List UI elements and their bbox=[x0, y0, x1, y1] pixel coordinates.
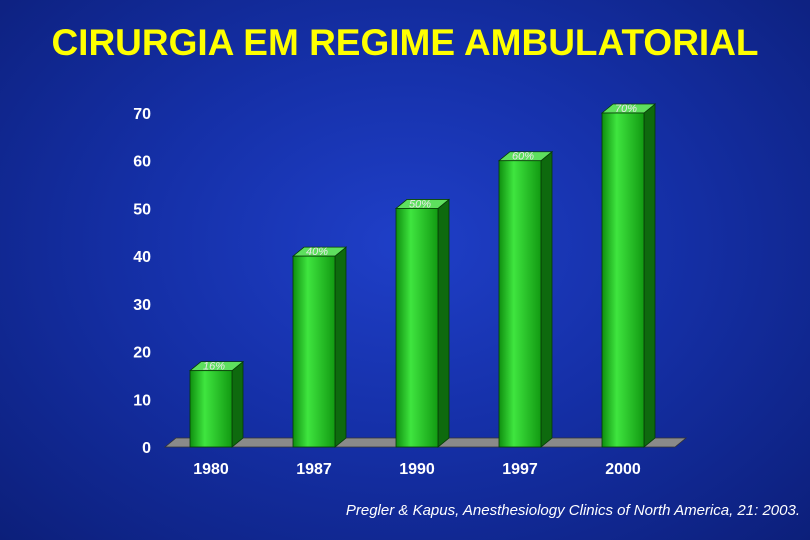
bar-1990: 50% bbox=[394, 198, 451, 448]
data-label: 70% bbox=[615, 103, 637, 115]
chart-title: CIRURGIA EM REGIME AMBULATORIAL bbox=[51, 22, 759, 63]
bar-side bbox=[231, 360, 244, 448]
x-tick-label: 1990 bbox=[399, 461, 435, 478]
y-tick-label: 20 bbox=[133, 345, 151, 362]
bar-2000: 70% bbox=[600, 103, 657, 448]
data-label: 50% bbox=[409, 198, 431, 210]
data-label: 16% bbox=[203, 361, 225, 373]
bar-front bbox=[601, 112, 645, 448]
y-tick-label: 70 bbox=[133, 106, 151, 123]
x-tick-label: 1997 bbox=[502, 461, 538, 478]
source-citation: Pregler & Kapus, Anesthesiology Clinics … bbox=[345, 502, 800, 519]
data-label: 40% bbox=[306, 246, 328, 258]
y-tick-label: 40 bbox=[133, 249, 151, 266]
y-tick-label: 30 bbox=[133, 297, 151, 314]
x-tick-label: 1980 bbox=[193, 461, 229, 478]
y-tick-label: 50 bbox=[133, 201, 151, 218]
bar-1980: 16% bbox=[188, 360, 245, 448]
x-tick-label: 2000 bbox=[605, 461, 641, 478]
y-tick-label: 0 bbox=[142, 440, 151, 457]
bar-side bbox=[437, 198, 450, 448]
bar-1987: 40% bbox=[291, 246, 348, 448]
bar-side bbox=[643, 103, 656, 448]
y-tick-label: 60 bbox=[133, 154, 151, 171]
bar-front bbox=[498, 160, 542, 448]
x-tick-label: 1987 bbox=[296, 461, 332, 478]
y-tick-label: 10 bbox=[133, 392, 151, 409]
bar-front bbox=[395, 208, 439, 448]
bar-side bbox=[334, 246, 347, 448]
bar-front bbox=[189, 370, 233, 448]
bar-front bbox=[292, 255, 336, 448]
data-label: 60% bbox=[512, 151, 534, 163]
bar-side bbox=[540, 150, 553, 448]
bar-1997: 60% bbox=[497, 150, 554, 448]
